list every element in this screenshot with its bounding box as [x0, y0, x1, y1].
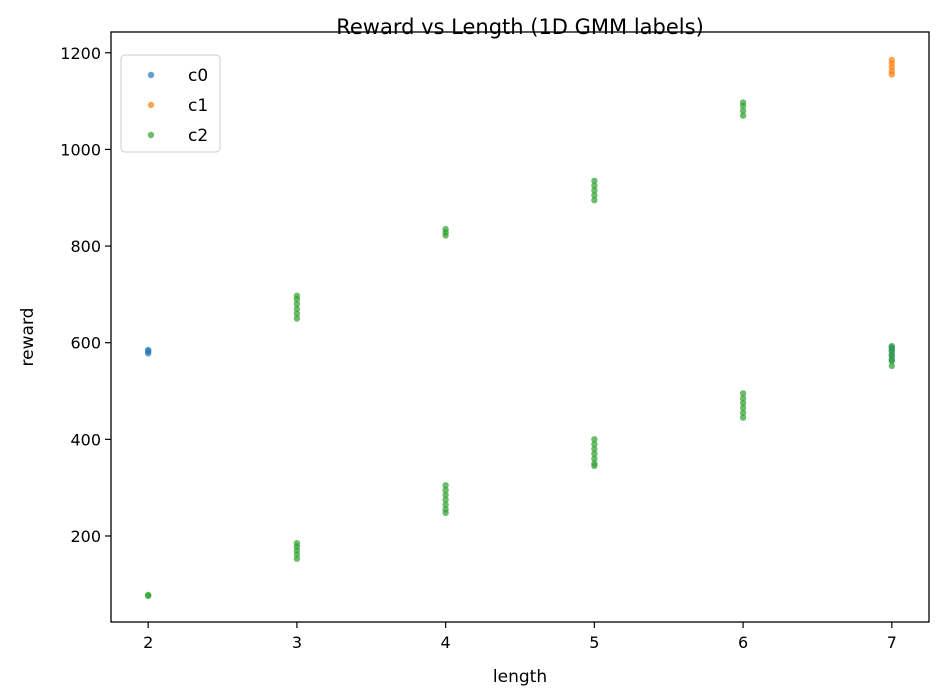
x-tick-label-3: 3 [292, 633, 302, 652]
y-axis-ticks: 200 400 600 800 1000 1200 [60, 44, 111, 546]
point-c2-31 [591, 450, 598, 457]
y-axis-label: reward [18, 308, 38, 367]
point-c2-37 [739, 107, 747, 115]
plot-frame [110, 31, 930, 623]
x-tick-label-6: 6 [738, 633, 748, 652]
point-c2-7 [293, 315, 301, 322]
points-layer [145, 56, 895, 600]
legend-marker-c0 [147, 71, 155, 79]
chart-title: Reward vs Length (1D GMM labels) [336, 15, 704, 39]
legend-box [120, 54, 221, 153]
point-c2-5 [293, 305, 301, 313]
point-c2-45 [888, 342, 895, 350]
x-tick-label-5: 5 [589, 633, 599, 652]
legend: c0 c1 c2 [120, 54, 221, 153]
point-c2-34 [591, 462, 598, 470]
point-c2-19 [442, 496, 449, 503]
point-c2-40 [739, 395, 747, 402]
point-c2-3 [293, 296, 301, 303]
point-c2-20 [442, 501, 449, 508]
point-c2-38 [739, 112, 747, 119]
x-axis-label: length [493, 667, 547, 687]
point-c1-4 [888, 71, 895, 78]
point-c2-44 [739, 414, 747, 421]
point-c2-23 [591, 177, 598, 184]
point-c2-41 [739, 399, 747, 407]
point-c2-46 [888, 348, 895, 355]
x-tick-label-7: 7 [887, 633, 897, 652]
point-c2-6 [293, 310, 301, 317]
point-c2-1 [145, 592, 152, 600]
legend-label-c2: c2 [188, 126, 208, 146]
point-c2-49 [888, 362, 895, 370]
point-c0-2 [145, 348, 152, 355]
point-c2-39 [739, 390, 747, 397]
legend-marker-c1 [147, 101, 155, 109]
legend-label-c0: c0 [188, 66, 208, 86]
point-c2-27 [591, 197, 598, 204]
point-c2-15 [442, 232, 449, 239]
point-c2-29 [591, 441, 598, 448]
point-c2-42 [739, 404, 747, 412]
y-tick-label-600: 600 [70, 334, 101, 353]
y-tick-label-400: 400 [70, 430, 101, 449]
point-c2-32 [591, 455, 598, 462]
point-c2-26 [591, 192, 598, 199]
point-c2-18 [442, 491, 449, 499]
point-c2-22 [442, 509, 449, 516]
y-tick-label-200: 200 [70, 527, 101, 546]
y-tick-label-1200: 1200 [60, 44, 101, 63]
point-c2-25 [591, 187, 598, 194]
point-c2-24 [591, 182, 598, 189]
legend-marker-c2 [147, 131, 155, 139]
point-c2-47 [888, 353, 895, 360]
x-tick-label-4: 4 [441, 633, 451, 652]
point-c2-48 [888, 357, 895, 365]
point-c2-30 [591, 445, 598, 453]
y-tick-label-800: 800 [70, 237, 101, 256]
point-c2-16 [442, 482, 449, 489]
x-tick-label-2: 2 [143, 633, 153, 652]
point-c2-28 [591, 436, 598, 443]
point-c2-36 [739, 102, 747, 110]
point-c2-17 [442, 486, 449, 494]
point-c2-12 [293, 555, 301, 562]
legend-label-c1: c1 [188, 96, 208, 116]
x-axis-ticks: 2 3 4 5 6 7 [143, 622, 897, 652]
y-tick-label-1000: 1000 [60, 140, 101, 159]
point-c2-43 [739, 409, 747, 416]
point-c2-4 [293, 300, 301, 308]
